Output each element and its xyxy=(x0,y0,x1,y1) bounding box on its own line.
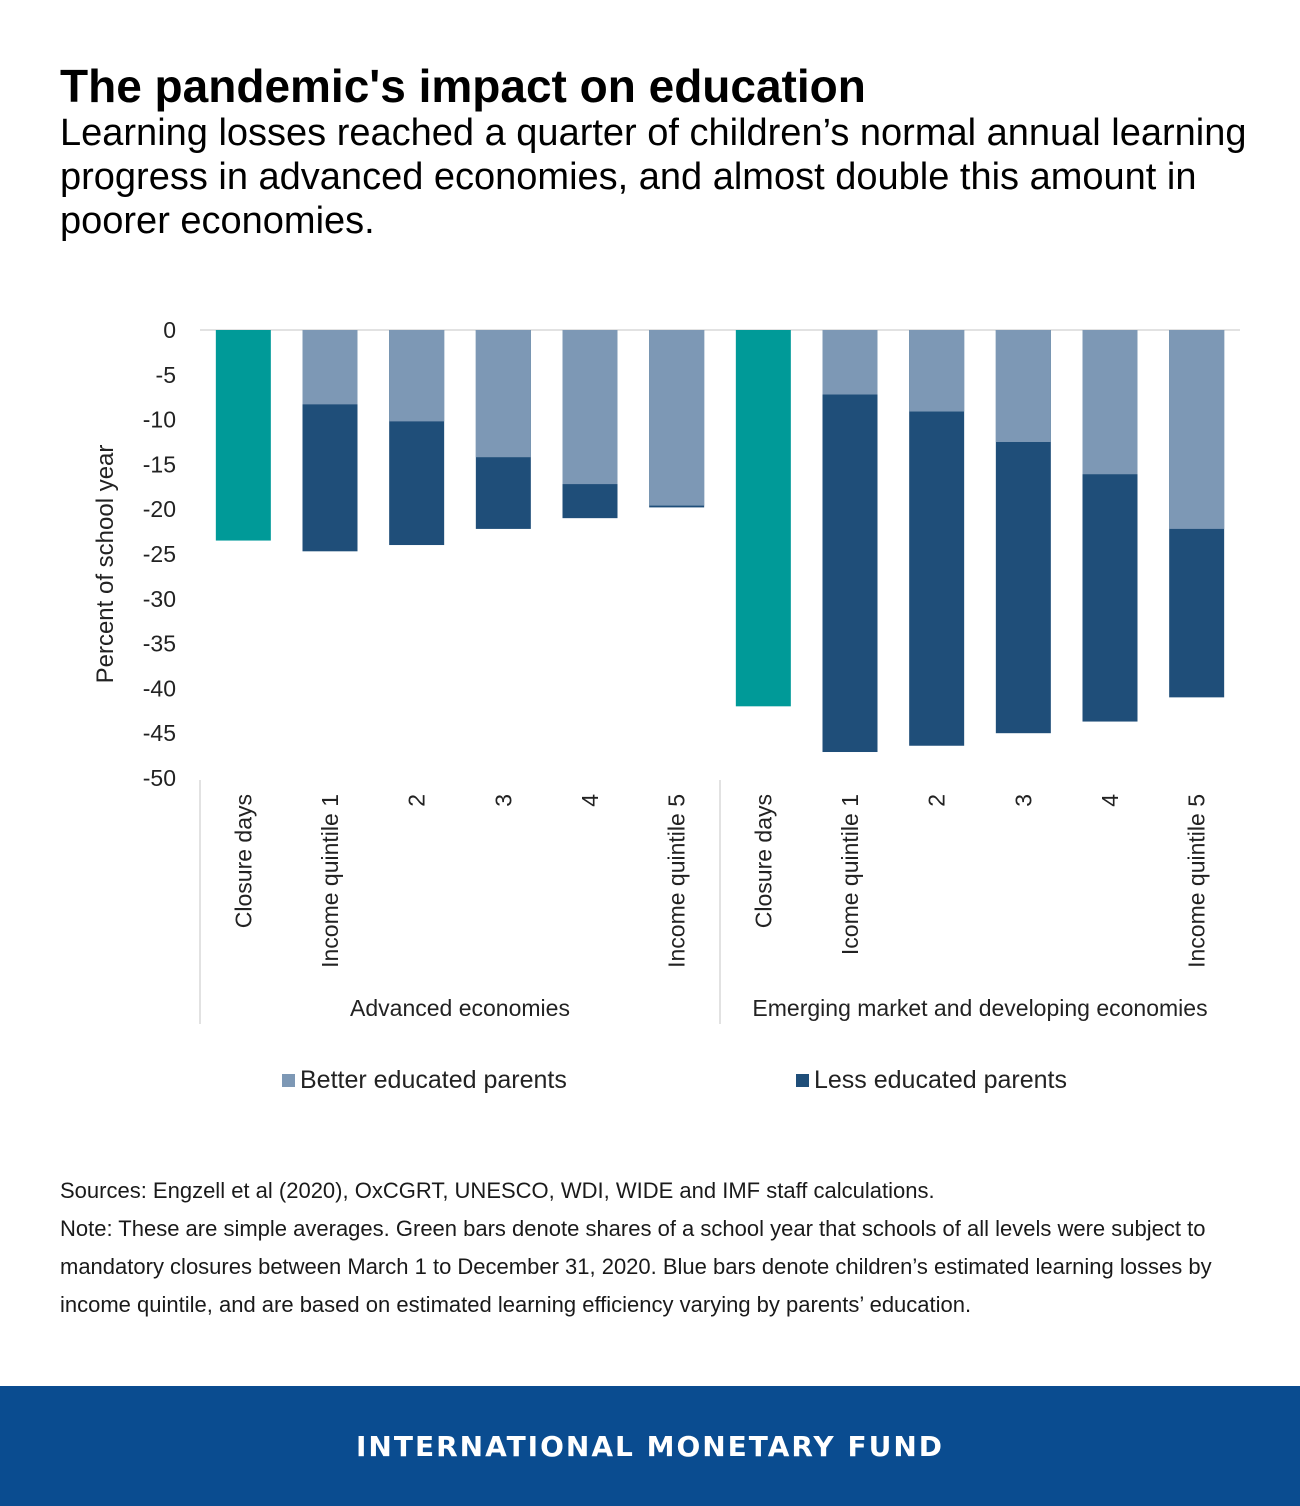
better-educated-bar xyxy=(822,330,878,395)
x-tick-label: 2 xyxy=(404,794,430,807)
notes-block: Sources: Engzell et al (2020), OxCGRT, U… xyxy=(60,1172,1260,1324)
better-educated-bar xyxy=(389,330,445,422)
group-label: Emerging market and developing economies xyxy=(752,995,1207,1021)
x-tick-label: 3 xyxy=(490,794,516,807)
x-tick-label: 4 xyxy=(1097,794,1123,807)
better-educated-bar xyxy=(562,330,618,485)
y-tick-label: -10 xyxy=(143,407,176,433)
better-educated-bar xyxy=(649,330,705,506)
legend-label: Better educated parents xyxy=(300,1066,567,1094)
group-label: Advanced economies xyxy=(350,995,570,1021)
note-text: Note: These are simple averages. Green b… xyxy=(60,1216,1212,1317)
chart-subtitle: Learning losses reached a quarter of chi… xyxy=(60,112,1247,242)
less-educated-bar xyxy=(822,330,878,753)
x-tick-label: 3 xyxy=(1010,794,1036,807)
x-tick-label: Closure days xyxy=(750,794,776,928)
sources-text: Sources: Engzell et al (2020), OxCGRT, U… xyxy=(60,1178,935,1203)
footer-banner: INTERNATIONAL MONETARY FUND xyxy=(0,1386,1300,1506)
y-tick-label: -30 xyxy=(143,586,176,612)
y-tick-label: -15 xyxy=(143,451,176,477)
legend-swatch xyxy=(282,1074,295,1087)
y-tick-label: -40 xyxy=(143,675,176,701)
x-tick-label: Income quintile 5 xyxy=(664,794,690,968)
x-tick-label: Icome quintile 1 xyxy=(837,794,863,955)
bar-chart: 0 -5 -10 -15 -20 -25 -30 -35 -40 -45 -50 Percent of… xyxy=(92,317,1240,1094)
legend-label: Less educated parents xyxy=(814,1066,1067,1094)
footer-brand: INTERNATIONAL MONETARY FUND xyxy=(356,1429,944,1463)
x-tick-label: Income quintile 1 xyxy=(317,794,343,968)
better-educated-bar xyxy=(475,330,531,458)
better-educated-bar xyxy=(1082,330,1138,475)
better-educated-bar xyxy=(909,330,965,412)
y-tick-label: 0 xyxy=(163,317,176,343)
chart-title: The pandemic's impact on education xyxy=(60,60,866,112)
legend-swatch xyxy=(796,1074,809,1087)
x-tick-label: Closure days xyxy=(230,794,256,928)
better-educated-bar xyxy=(995,330,1051,442)
better-educated-bar xyxy=(1169,330,1225,529)
x-tick-label: 2 xyxy=(924,794,950,807)
y-tick-label: -20 xyxy=(143,496,176,522)
y-tick-label: -35 xyxy=(143,631,176,657)
x-tick-label: Income quintile 5 xyxy=(1184,794,1210,968)
y-tick-label: -25 xyxy=(143,541,176,567)
y-axis-label: Percent of school year xyxy=(92,445,119,684)
y-tick-label: -5 xyxy=(156,362,176,388)
y-tick-label: -50 xyxy=(143,765,176,791)
closure-days-bar xyxy=(215,330,271,541)
closure-days-bar xyxy=(735,330,791,707)
x-tick-label: 4 xyxy=(577,794,603,807)
y-tick-label: -45 xyxy=(143,720,176,746)
better-educated-bar xyxy=(302,330,358,405)
